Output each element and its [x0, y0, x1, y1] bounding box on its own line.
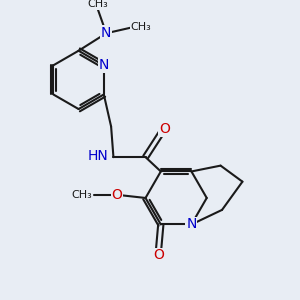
Text: N: N: [99, 58, 109, 72]
Text: CH₃: CH₃: [72, 190, 93, 200]
Text: HN: HN: [88, 149, 109, 163]
Text: O: O: [112, 188, 122, 202]
Text: N: N: [101, 26, 112, 40]
Text: O: O: [159, 122, 170, 136]
Text: CH₃: CH₃: [130, 22, 151, 32]
Text: O: O: [153, 248, 164, 262]
Text: CH₃: CH₃: [87, 0, 108, 9]
Text: N: N: [186, 218, 197, 232]
